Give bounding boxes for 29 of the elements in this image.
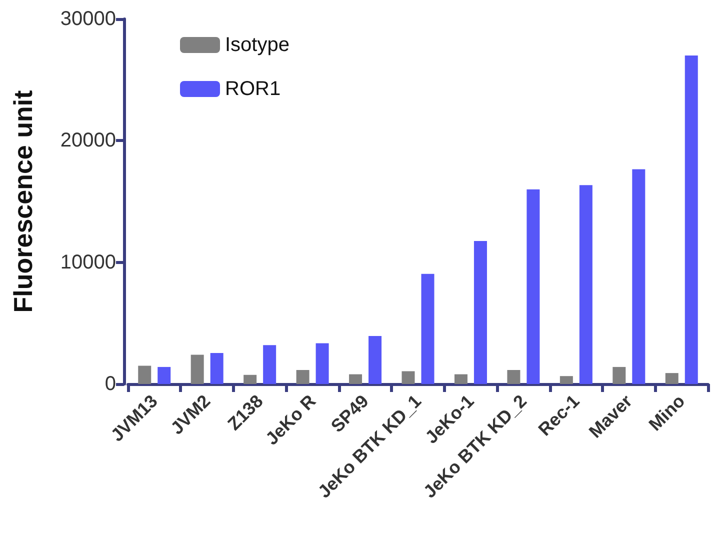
legend-label: ROR1 (225, 78, 281, 100)
bar (507, 370, 520, 384)
bar (263, 345, 276, 384)
y-axis-title: Fluorescence unit (8, 90, 38, 313)
y-tick-label: 10000 (60, 251, 116, 274)
bar (244, 374, 257, 384)
bar (526, 189, 540, 384)
bar (560, 376, 573, 384)
bar (316, 343, 329, 384)
bar (158, 366, 171, 384)
bar (665, 373, 678, 384)
bar (454, 374, 468, 384)
bar (368, 336, 382, 384)
bar (190, 354, 204, 384)
bar (684, 56, 698, 384)
bar (349, 374, 362, 384)
bar (612, 366, 626, 384)
bar (421, 274, 434, 384)
bar (579, 185, 592, 384)
bar (138, 366, 152, 384)
legend-label: Isotype (225, 34, 290, 56)
y-tick-label: 30000 (60, 8, 116, 30)
bar (632, 169, 646, 384)
bar (296, 370, 310, 384)
bar (402, 371, 415, 384)
bar (474, 241, 487, 384)
y-tick-label: 20000 (60, 130, 116, 152)
y-tick-label: 0 (104, 373, 116, 395)
bar (210, 352, 224, 384)
